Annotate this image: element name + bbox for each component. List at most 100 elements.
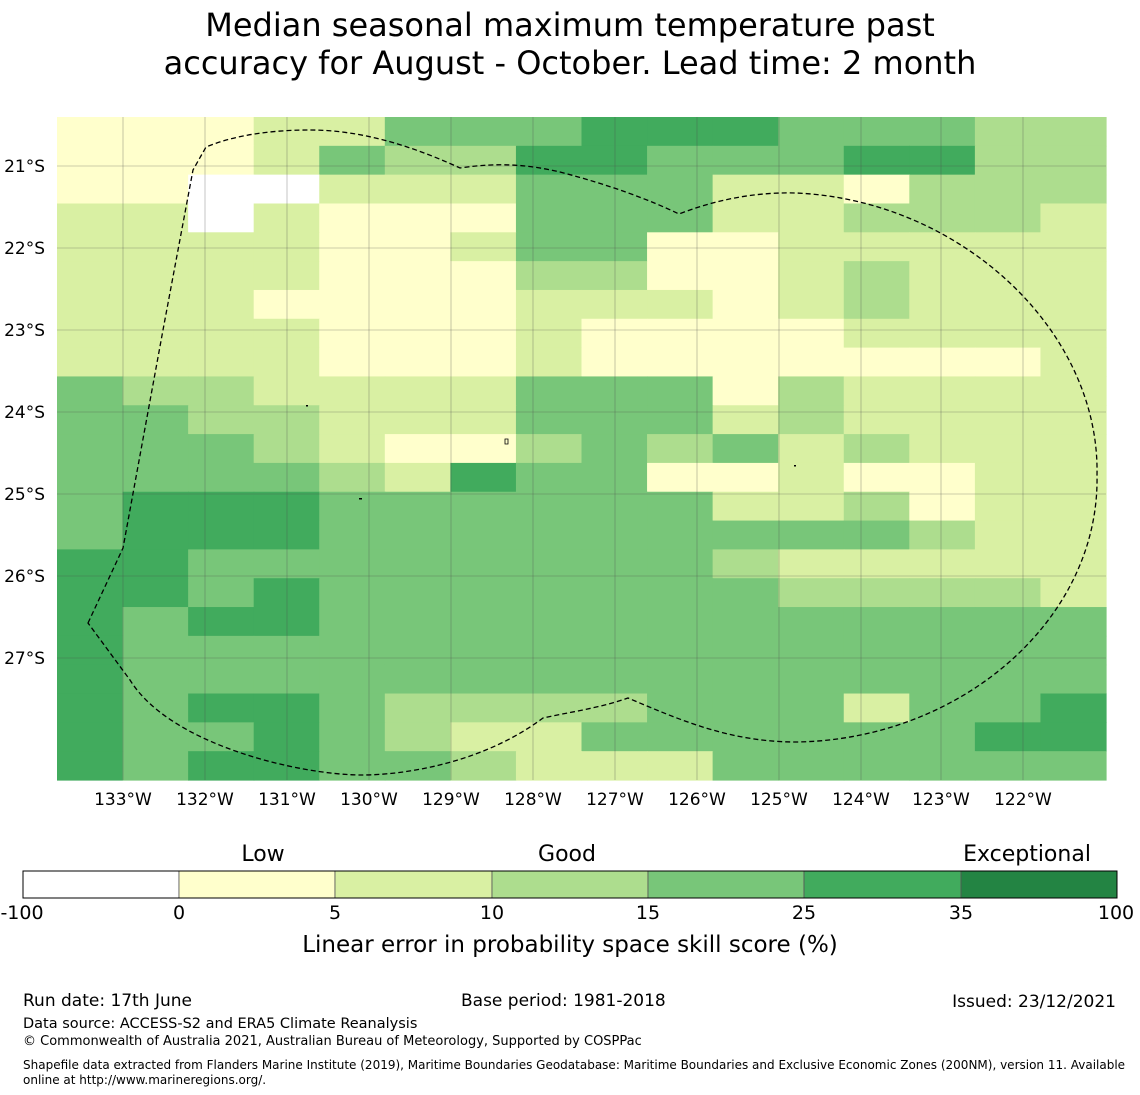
colorbar-tick: 15 (635, 902, 661, 924)
skill-cell (188, 261, 255, 291)
skill-cell (319, 318, 386, 349)
colorbar-tick: 0 (172, 902, 186, 924)
skill-cell (319, 549, 386, 579)
skill-cell (581, 376, 648, 406)
skill-cell (1040, 289, 1107, 320)
skill-cell (647, 203, 714, 233)
skill-cell (778, 145, 845, 176)
skill-cell (515, 607, 583, 637)
skill-cell (515, 664, 583, 695)
colorbar-tick: 35 (948, 902, 974, 924)
skill-cell (122, 174, 189, 205)
longitude-label: 126°W (668, 790, 726, 810)
skill-cell (843, 549, 910, 579)
latitude-label: 27°S (4, 649, 45, 669)
latitude-label: 23°S (4, 321, 45, 341)
colorbar-heading-exceptional: Exceptional (963, 842, 1091, 867)
skill-cell (122, 434, 189, 464)
skill-cell (515, 318, 583, 349)
skill-cell (188, 434, 255, 464)
skill-cell (1040, 405, 1107, 435)
skill-cell (319, 376, 386, 406)
skill-cell (57, 549, 124, 579)
skill-cell (647, 607, 714, 637)
skill-cell (843, 376, 910, 406)
skill-cell (647, 635, 714, 666)
skill-cell (188, 635, 255, 666)
skill-cell (712, 174, 779, 205)
colorbar-tick: 100 (1097, 902, 1135, 924)
skill-cell (1040, 578, 1107, 608)
longitude-label: 122°W (994, 790, 1052, 810)
skill-cell (909, 462, 976, 493)
latitude-label: 21°S (4, 157, 45, 177)
skill-cell (581, 693, 648, 723)
skill-cell (515, 347, 583, 378)
skill-cell (122, 578, 189, 608)
skill-cell (778, 261, 845, 291)
skill-cell (384, 347, 451, 378)
skill-cell (712, 232, 779, 262)
skill-cell (974, 232, 1042, 262)
skill-cell (909, 722, 976, 752)
skill-cell (57, 117, 124, 147)
skill-cell (57, 635, 124, 666)
skill-cell (1040, 203, 1107, 233)
skill-cell (1040, 347, 1107, 378)
skill-cell (581, 520, 648, 550)
skill-cell (647, 289, 714, 320)
longitude-label: 129°W (422, 790, 480, 810)
skill-cell (778, 174, 845, 205)
skill-cell (450, 549, 517, 579)
skill-cell (188, 376, 255, 406)
skill-cell (319, 117, 386, 147)
skill-cell (712, 607, 779, 637)
skill-cell (778, 664, 845, 695)
title-line-2: accuracy for August - October. Lead time… (163, 44, 977, 82)
skill-cell (843, 174, 910, 205)
skill-cell (319, 635, 386, 666)
skill-cell (843, 145, 910, 176)
skill-cell (188, 318, 255, 349)
skill-cell (909, 434, 976, 464)
skill-cell (647, 693, 714, 723)
skill-cell (909, 376, 976, 406)
skill-cell (57, 520, 124, 550)
skill-cell (909, 261, 976, 291)
skill-cell (778, 318, 845, 349)
colorbar-label: Linear error in probability space skill … (302, 932, 838, 958)
skill-cell (712, 318, 779, 349)
island-mark (794, 465, 796, 467)
longitude-label: 130°W (340, 790, 398, 810)
colorbar-tick: 5 (328, 902, 342, 924)
skill-cell (515, 751, 583, 781)
skill-cell (647, 520, 714, 550)
skill-cell (778, 117, 845, 147)
skill-cell (778, 578, 845, 608)
skill-cell (647, 751, 714, 781)
skill-cell (581, 347, 648, 378)
skill-cell (450, 405, 517, 435)
skill-cell (1040, 693, 1107, 723)
skill-cell (450, 289, 517, 320)
skill-cell (778, 635, 845, 666)
skill-cell (974, 434, 1042, 464)
skill-cell (974, 693, 1042, 723)
skill-cell (1040, 751, 1107, 781)
skill-cell (843, 751, 910, 781)
skill-cell (188, 664, 255, 695)
skill-cell (843, 491, 910, 522)
skill-cell (319, 232, 386, 262)
skill-cell (188, 751, 255, 781)
skill-cell (1040, 261, 1107, 291)
skill-cell (778, 693, 845, 723)
skill-cell (384, 491, 451, 522)
skill-cell (122, 289, 189, 320)
skill-cell (647, 318, 714, 349)
longitude-labels: 133°W 132°W 131°W 130°W 129°W 128°W 127°W 126°W… (94, 790, 1052, 810)
skill-cell (909, 145, 976, 176)
skill-cell (974, 174, 1042, 205)
skill-cell (1040, 520, 1107, 550)
longitude-label: 125°W (750, 790, 808, 810)
skill-cell (712, 376, 779, 406)
